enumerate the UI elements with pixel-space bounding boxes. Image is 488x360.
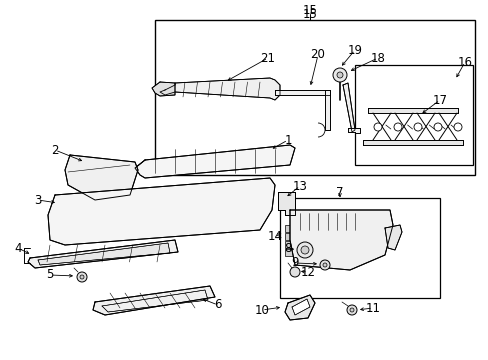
Polygon shape <box>278 192 294 215</box>
Polygon shape <box>367 108 457 113</box>
Circle shape <box>336 72 342 78</box>
Polygon shape <box>291 299 309 315</box>
Bar <box>285 233 292 240</box>
Bar <box>280 198 439 298</box>
Text: 17: 17 <box>431 94 447 107</box>
Bar <box>303 241 310 248</box>
Polygon shape <box>285 295 314 320</box>
Text: 18: 18 <box>370 51 385 64</box>
Bar <box>293 233 302 240</box>
Polygon shape <box>160 78 280 100</box>
Polygon shape <box>135 145 294 178</box>
Circle shape <box>296 242 312 258</box>
Bar <box>303 225 310 232</box>
Circle shape <box>373 123 381 131</box>
Circle shape <box>323 263 326 267</box>
Text: 13: 13 <box>292 180 307 193</box>
Circle shape <box>80 275 84 279</box>
Text: 19: 19 <box>347 44 362 57</box>
Bar <box>303 233 310 240</box>
Text: 5: 5 <box>46 269 54 282</box>
Bar <box>303 249 310 256</box>
Text: 12: 12 <box>300 266 315 279</box>
Text: 1: 1 <box>284 134 291 147</box>
Polygon shape <box>28 240 178 268</box>
Polygon shape <box>38 243 170 265</box>
Circle shape <box>433 123 441 131</box>
Bar <box>293 249 302 256</box>
Circle shape <box>332 68 346 82</box>
Text: 9: 9 <box>291 256 298 270</box>
Text: 8: 8 <box>284 242 291 255</box>
Polygon shape <box>48 178 274 245</box>
Text: 6: 6 <box>214 298 221 311</box>
Text: 11: 11 <box>365 302 380 315</box>
Text: 10: 10 <box>254 303 269 316</box>
Circle shape <box>301 246 308 254</box>
Circle shape <box>289 267 299 277</box>
Circle shape <box>393 123 401 131</box>
Text: 4: 4 <box>14 242 21 255</box>
Bar <box>285 241 292 248</box>
Polygon shape <box>384 225 401 250</box>
Text: 2: 2 <box>51 144 59 157</box>
Text: 21: 21 <box>260 51 275 64</box>
Text: 15: 15 <box>302 4 317 18</box>
Circle shape <box>349 308 353 312</box>
Bar <box>293 241 302 248</box>
Circle shape <box>319 260 329 270</box>
Polygon shape <box>93 286 215 315</box>
Polygon shape <box>325 90 329 130</box>
Bar <box>285 249 292 256</box>
Text: 14: 14 <box>267 230 282 243</box>
Circle shape <box>346 305 356 315</box>
Bar <box>285 225 292 232</box>
Polygon shape <box>289 210 392 270</box>
Circle shape <box>77 272 87 282</box>
Bar <box>354 65 472 165</box>
Text: 20: 20 <box>310 49 325 62</box>
Polygon shape <box>65 155 138 200</box>
Bar <box>155 20 474 175</box>
Ellipse shape <box>84 174 96 182</box>
Polygon shape <box>342 83 354 132</box>
Polygon shape <box>347 128 359 133</box>
Bar <box>293 225 302 232</box>
Polygon shape <box>362 140 462 145</box>
Text: 16: 16 <box>457 55 471 68</box>
Text: 3: 3 <box>34 194 41 207</box>
Polygon shape <box>152 82 175 96</box>
Circle shape <box>453 123 461 131</box>
Text: 7: 7 <box>336 186 343 199</box>
Text: 15: 15 <box>302 8 317 21</box>
Polygon shape <box>274 90 329 95</box>
Circle shape <box>413 123 421 131</box>
